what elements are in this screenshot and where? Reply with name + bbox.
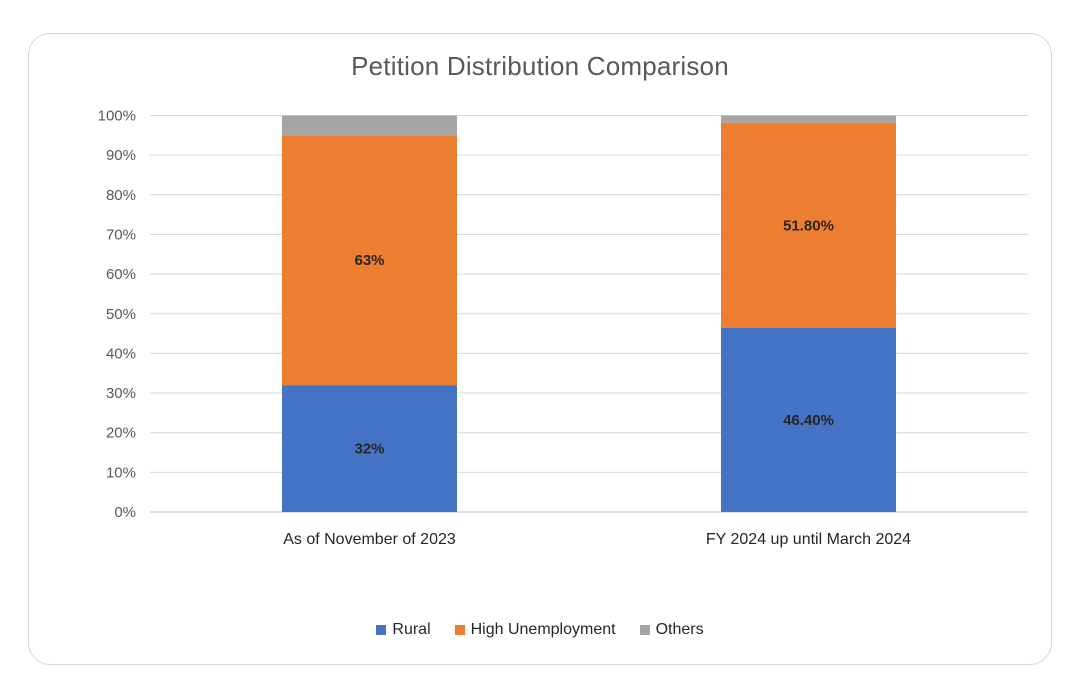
legend-label: Others xyxy=(655,621,704,638)
data-label: 32% xyxy=(354,441,384,458)
y-tick-label: 40% xyxy=(106,345,136,362)
legend-item: Others xyxy=(639,621,704,639)
data-label: 51.80% xyxy=(783,217,834,234)
data-label: 63% xyxy=(354,252,384,269)
x-category-label: As of November of 2023 xyxy=(283,531,456,548)
bar-segment-rural xyxy=(282,385,457,512)
y-tick-label: 0% xyxy=(114,504,136,521)
legend-item: High Unemployment xyxy=(454,621,616,639)
bar-segment-rural xyxy=(721,328,896,512)
y-tick-label: 20% xyxy=(106,425,136,442)
data-label: 46.40% xyxy=(783,412,834,429)
legend-swatch xyxy=(454,625,465,635)
y-tick-label: 50% xyxy=(106,306,136,323)
y-tick-label: 30% xyxy=(106,385,136,402)
chart-legend: Rural High Unemployment Others xyxy=(0,621,1080,639)
legend-swatch xyxy=(376,625,387,635)
y-tick-label: 70% xyxy=(106,226,136,243)
bar-segment-high-unemployment xyxy=(282,135,457,386)
bar-segment-high-unemployment xyxy=(721,122,896,329)
y-tick-label: 100% xyxy=(98,108,136,125)
y-tick-label: 90% xyxy=(106,147,136,164)
legend-label: Rural xyxy=(392,621,431,638)
bar-segment-others xyxy=(282,115,457,136)
bar-segment-others xyxy=(721,115,896,123)
y-tick-label: 80% xyxy=(106,187,136,204)
legend-label: High Unemployment xyxy=(470,621,616,638)
x-category-label: FY 2024 up until March 2024 xyxy=(706,531,911,548)
legend-swatch xyxy=(639,625,650,635)
y-tick-label: 60% xyxy=(106,266,136,283)
y-tick-label: 10% xyxy=(106,464,136,481)
chart-title: Petition Distribution Comparison xyxy=(351,51,729,81)
legend-item: Rural xyxy=(376,621,431,639)
